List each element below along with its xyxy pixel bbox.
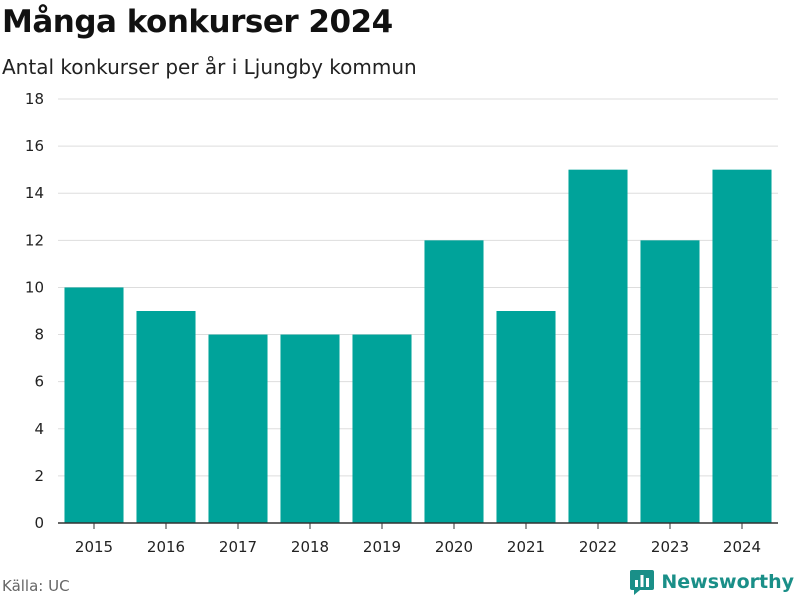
- y-tick-label: 0: [34, 514, 44, 532]
- source-note: Källa: UC: [2, 577, 70, 595]
- y-tick-label: 16: [25, 137, 44, 155]
- bar-2023: [640, 240, 700, 524]
- brand-logo: Newsworthy: [629, 569, 794, 595]
- bar-2018: [280, 334, 340, 523]
- brand-name: Newsworthy: [661, 571, 794, 593]
- bar-2020: [424, 240, 484, 524]
- bar-2015: [64, 287, 124, 523]
- x-tick-label: 2020: [435, 538, 473, 556]
- x-tick-label: 2016: [147, 538, 185, 556]
- bar-2024: [712, 169, 772, 523]
- y-tick-label: 18: [25, 90, 44, 108]
- chart-subtitle: Antal konkurser per år i Ljungby kommun: [2, 55, 417, 79]
- x-tick-label: 2021: [507, 538, 545, 556]
- bar-2016: [136, 311, 196, 523]
- y-tick-label: 10: [25, 278, 44, 296]
- bar-chart-logo-icon: [630, 570, 655, 595]
- y-tick-label: 2: [34, 467, 44, 485]
- chart-title: Många konkurser 2024: [2, 4, 393, 40]
- x-tick-label: 2024: [723, 538, 761, 556]
- axes: 0 2 4 6 8 10 12 14 16 18 2015 2016 2017 2018 2019 2020 2…: [25, 90, 778, 556]
- bar-2017: [208, 334, 268, 523]
- y-tick-label: 6: [34, 373, 44, 391]
- x-tick-label: 2015: [75, 538, 113, 556]
- y-tick-label: 8: [34, 326, 44, 344]
- x-tick-label: 2022: [579, 538, 617, 556]
- bar-2019: [352, 334, 412, 523]
- bar-2021: [496, 311, 556, 523]
- x-tick-label: 2017: [219, 538, 257, 556]
- y-tick-label: 12: [25, 231, 44, 249]
- x-tick-label: 2023: [651, 538, 689, 556]
- bar-2022: [568, 169, 628, 523]
- y-tick-label: 14: [25, 184, 44, 202]
- bars: [64, 169, 772, 524]
- x-tick-label: 2018: [291, 538, 329, 556]
- x-tick-label: 2019: [363, 538, 401, 556]
- y-tick-label: 4: [34, 420, 44, 438]
